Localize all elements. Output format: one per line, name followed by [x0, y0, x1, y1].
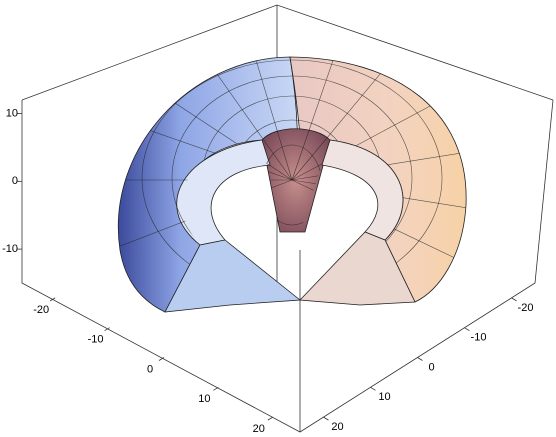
y-tick-label: -10 [471, 332, 487, 344]
torus-front-right [299, 231, 416, 306]
z-tick-label: -10 [2, 243, 18, 255]
x-tick-label: 0 [147, 363, 153, 375]
tick-mark [370, 386, 376, 391]
x-tick-label: -20 [33, 304, 49, 316]
y-tick-label: 0 [428, 361, 434, 373]
y-tick-label: -20 [518, 302, 534, 314]
tick-mark [417, 357, 423, 361]
z-tick-label: 10 [6, 107, 18, 119]
torus-front-left [164, 239, 302, 313]
tick-mark [49, 297, 56, 302]
tick-mark [464, 327, 470, 332]
tick-mark [267, 416, 274, 421]
tick-mark [158, 357, 165, 361]
tick-mark [511, 297, 517, 302]
tick-mark [104, 327, 110, 332]
torus-surface [118, 56, 467, 313]
x-tick-label: 20 [253, 423, 265, 435]
x-tick-label: 10 [198, 393, 210, 405]
y-tick-label: 20 [331, 421, 343, 433]
z-tick-label: 0 [12, 175, 18, 187]
tick-mark [323, 416, 329, 421]
x-tick-label: -10 [88, 334, 104, 346]
box-front [21, 99, 554, 433]
tick-mark [213, 386, 219, 391]
y-tick-label: 10 [378, 391, 390, 403]
